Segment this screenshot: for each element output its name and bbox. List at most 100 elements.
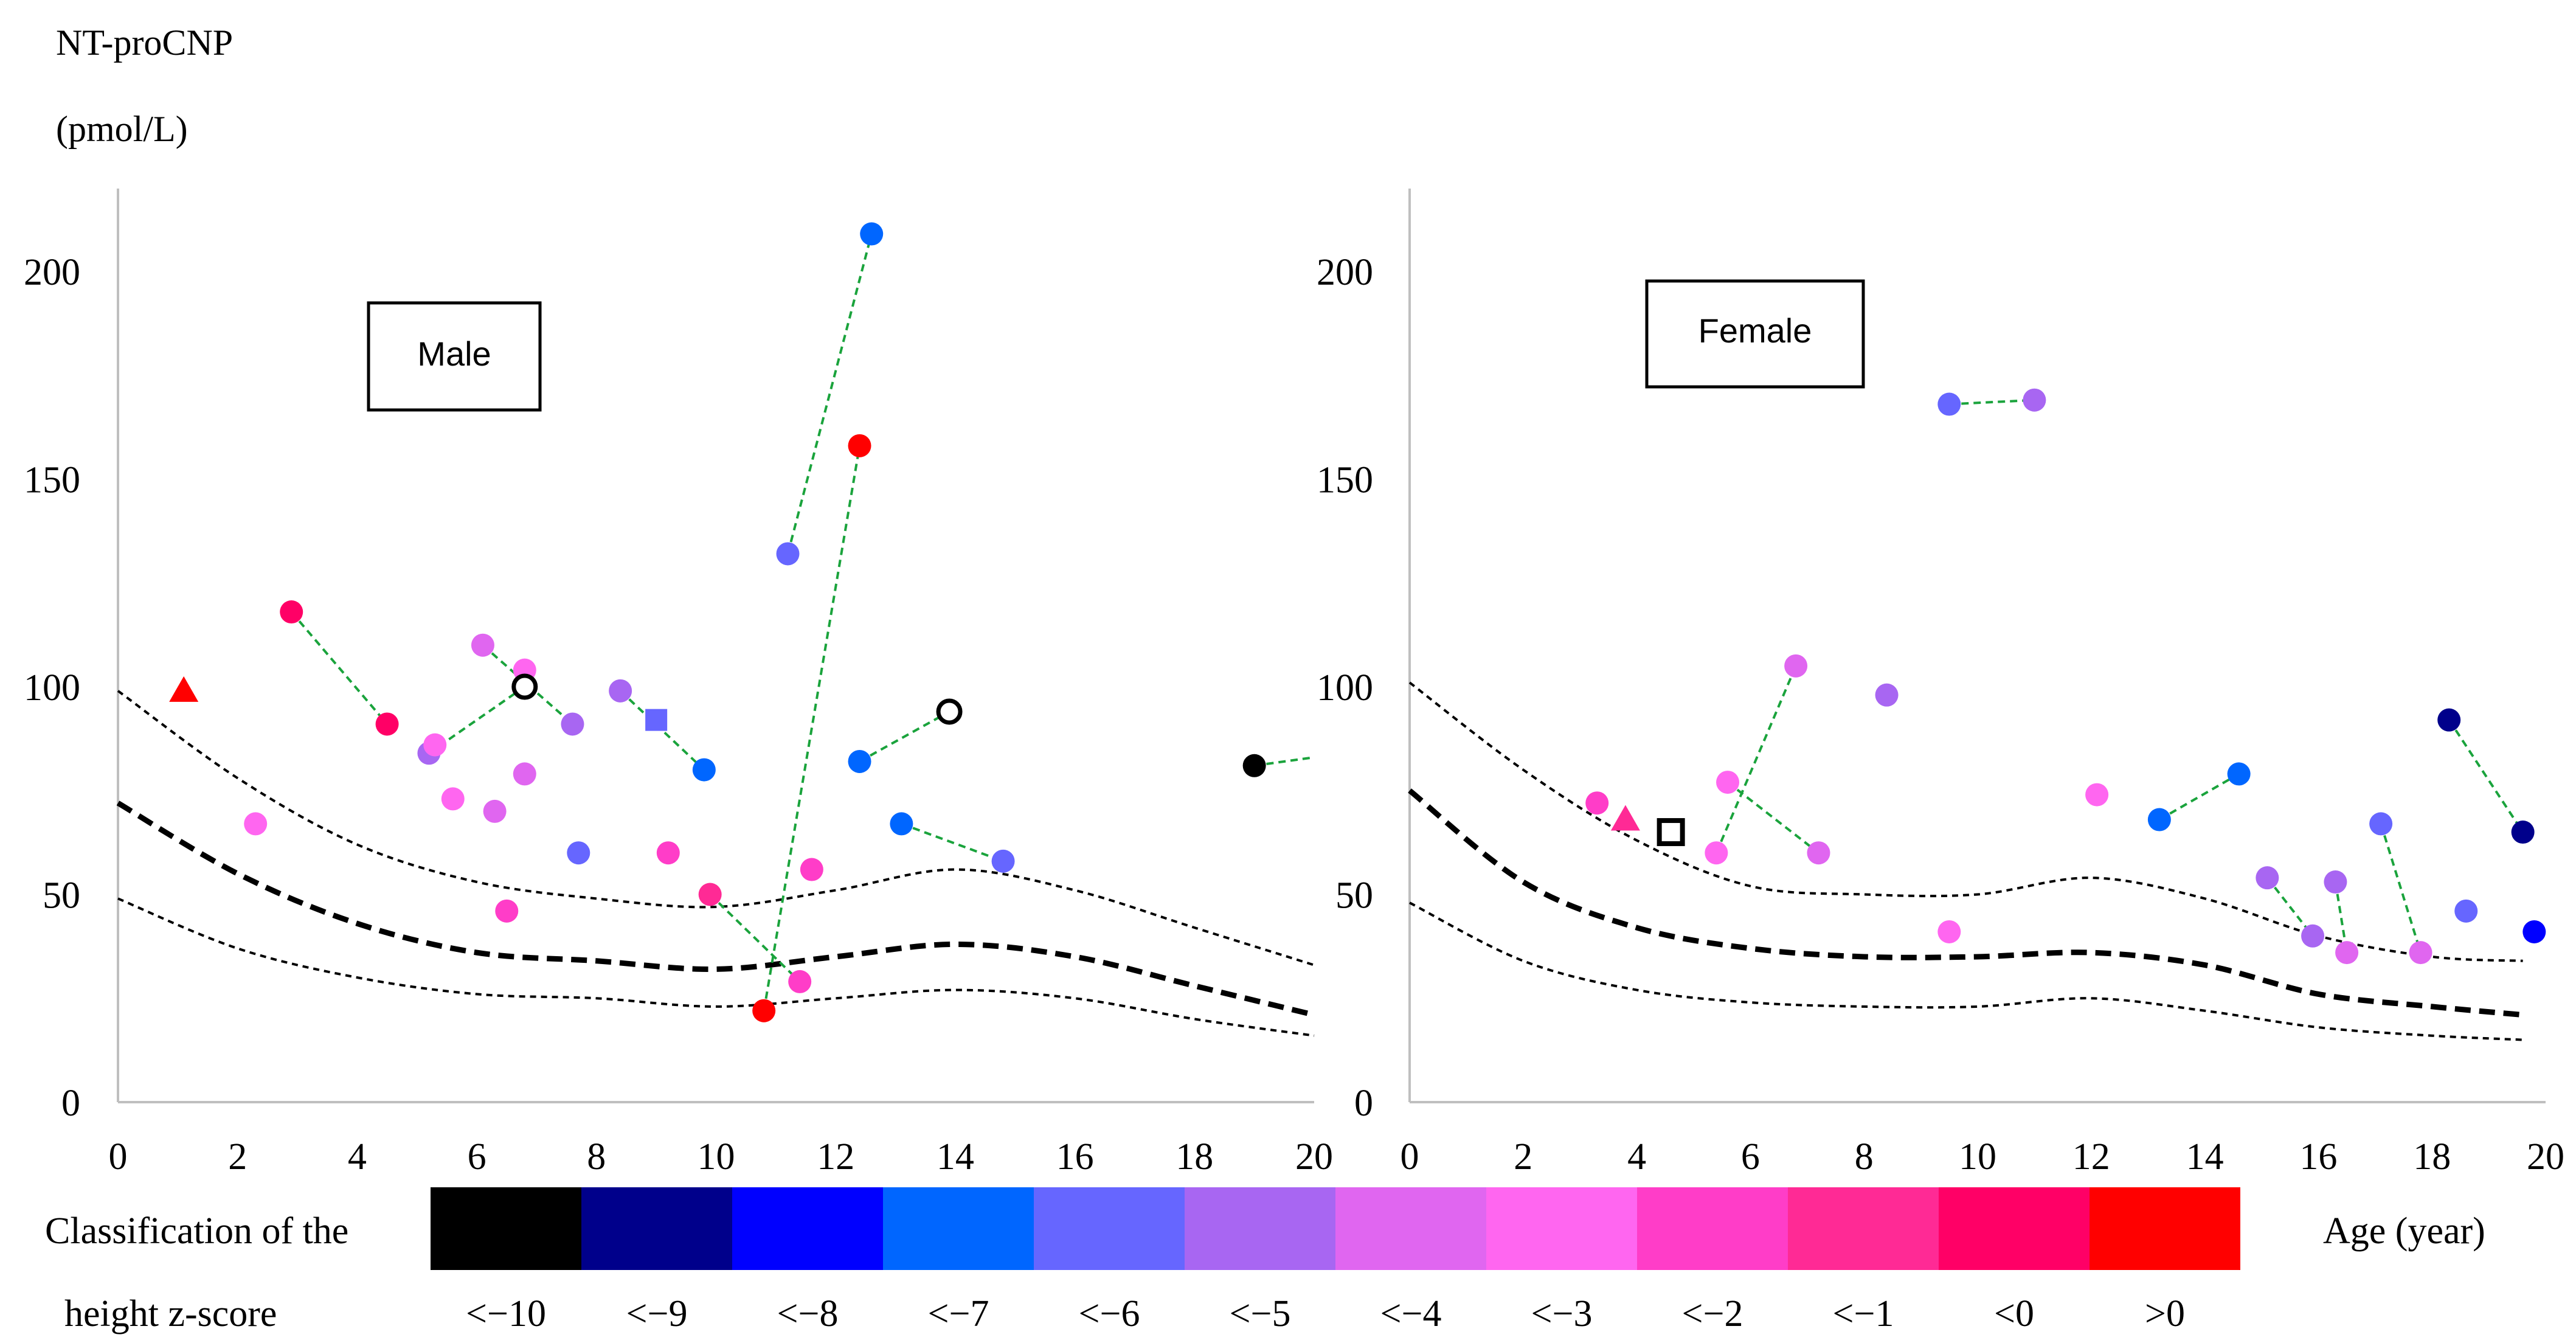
male-data-point — [991, 849, 1015, 873]
male-y-tick-label: 50 — [43, 875, 80, 917]
female-y-tick-label: 150 — [1317, 460, 1373, 501]
male-data-point — [698, 883, 722, 906]
legend-swatch — [1185, 1187, 1335, 1270]
female-data-point — [1807, 841, 1830, 865]
female-data-point — [1716, 771, 1740, 794]
female-data-point — [2227, 762, 2251, 786]
legend-label: <−1 — [1833, 1293, 1894, 1334]
male-link-line — [1254, 756, 1315, 767]
panel-female: 0 50 100 150 200 0 2 4 6 8 10 12 14 16 18 20 — [1317, 189, 2564, 1178]
female-data-point — [2335, 941, 2359, 965]
female-data-point — [1784, 654, 1808, 678]
male-data-point — [890, 812, 913, 836]
female-data-point — [2301, 924, 2325, 948]
male-link-line — [619, 690, 705, 771]
female-data-point — [2256, 866, 2279, 890]
female-data-point — [2437, 708, 2461, 732]
legend-label: <−6 — [1079, 1293, 1140, 1334]
male-data-point — [800, 858, 823, 881]
female-x-tick-label: 10 — [1959, 1136, 1996, 1178]
female-data-point — [2454, 899, 2478, 923]
legend: <−10 <−9 <−8 <−7 <−6 <−5 <−4 <−3 <−2 <−1 <0 >0 — [431, 1187, 2240, 1334]
female-x-tick-label: 18 — [2413, 1136, 2451, 1178]
male-link-line — [763, 445, 861, 1012]
male-data-point — [752, 999, 776, 1022]
male-upper-reference-line — [117, 690, 1315, 966]
female-data-point — [1937, 920, 1961, 943]
male-lower-reference-line — [117, 897, 1315, 1037]
male-data-point — [561, 712, 584, 736]
legend-title-line1: Classification of the — [45, 1210, 348, 1252]
legend-label: >0 — [2145, 1293, 2185, 1334]
female-x-tick-label: 12 — [2072, 1136, 2110, 1178]
male-x-tick-label: 0 — [109, 1136, 128, 1178]
female-y-tick-label: 200 — [1317, 252, 1373, 293]
female-x-tick-label: 0 — [1401, 1136, 1419, 1178]
male-data-point — [471, 633, 494, 657]
female-data-point — [2409, 941, 2432, 965]
legend-label: <−9 — [626, 1293, 688, 1334]
female-data-point — [1875, 683, 1899, 707]
female-title: Female — [1698, 311, 1812, 350]
male-y-tick-label: 150 — [24, 460, 80, 501]
male-y-tick-label: 0 — [61, 1083, 80, 1124]
female-x-tick-label: 4 — [1627, 1136, 1646, 1178]
legend-swatch — [883, 1187, 1034, 1270]
legend-label: <0 — [1994, 1293, 2034, 1334]
female-upper-reference-line — [1408, 681, 2523, 962]
male-data-point — [609, 679, 632, 703]
male-y-tick-label: 100 — [24, 667, 80, 709]
male-data-point-square — [645, 709, 668, 731]
female-data-point — [2522, 920, 2546, 943]
legend-swatch — [1788, 1187, 1939, 1270]
male-data-point — [244, 812, 268, 836]
female-data-point — [2085, 783, 2109, 807]
male-x-tick-label: 2 — [228, 1136, 247, 1178]
male-data-point — [848, 434, 871, 457]
legend-swatch — [1335, 1187, 1486, 1270]
male-data-point-triangle — [169, 676, 199, 702]
female-title-box — [1645, 279, 1865, 389]
female-link-line — [1715, 665, 1797, 853]
male-link-line — [482, 644, 573, 725]
female-data-point — [2369, 812, 2393, 836]
male-link-line — [786, 234, 873, 554]
female-link-line — [2158, 772, 2240, 821]
female-data-point — [2324, 870, 2347, 894]
male-link-line — [709, 894, 801, 983]
legend-swatch — [2090, 1187, 2240, 1270]
female-x-tick-label: 8 — [1855, 1136, 1874, 1178]
x-axis-label: Age (year) — [2323, 1210, 2485, 1252]
male-x-tick-label: 4 — [348, 1136, 367, 1178]
male-data-point — [375, 712, 399, 736]
male-data-point — [423, 733, 447, 757]
legend-swatch — [431, 1187, 581, 1270]
female-data-point — [2511, 821, 2535, 844]
female-link-line — [1949, 398, 2035, 406]
legend-swatch — [1034, 1187, 1185, 1270]
male-x-tick-label: 16 — [1056, 1136, 1094, 1178]
male-data-point-open-circle — [936, 698, 963, 725]
legend-label: <−5 — [1230, 1293, 1291, 1334]
female-x-tick-label: 6 — [1741, 1136, 1760, 1178]
male-title-box — [367, 301, 542, 412]
male-data-point — [692, 758, 716, 782]
female-link-line — [2380, 823, 2422, 953]
male-x-tick-label: 8 — [587, 1136, 606, 1178]
female-x-tick-label: 14 — [2186, 1136, 2224, 1178]
male-x-tick-label: 10 — [698, 1136, 735, 1178]
panel-male: 0 50 100 150 200 0 2 4 6 8 10 12 14 16 18 20 — [24, 189, 1333, 1178]
male-title: Male — [417, 335, 491, 373]
legend-label: <−3 — [1531, 1293, 1593, 1334]
male-median-reference-line — [116, 800, 1315, 1018]
legend-label: <−10 — [466, 1293, 546, 1334]
female-data-point — [2023, 388, 2046, 412]
female-link-line — [1726, 781, 1819, 854]
female-y-tick-label: 50 — [1335, 875, 1373, 917]
female-y-tick-label: 0 — [1354, 1083, 1373, 1124]
female-x-tick-label: 2 — [1514, 1136, 1532, 1178]
male-data-point — [788, 970, 812, 993]
female-data-point-triangle — [1610, 805, 1640, 831]
male-data-point — [495, 899, 519, 923]
